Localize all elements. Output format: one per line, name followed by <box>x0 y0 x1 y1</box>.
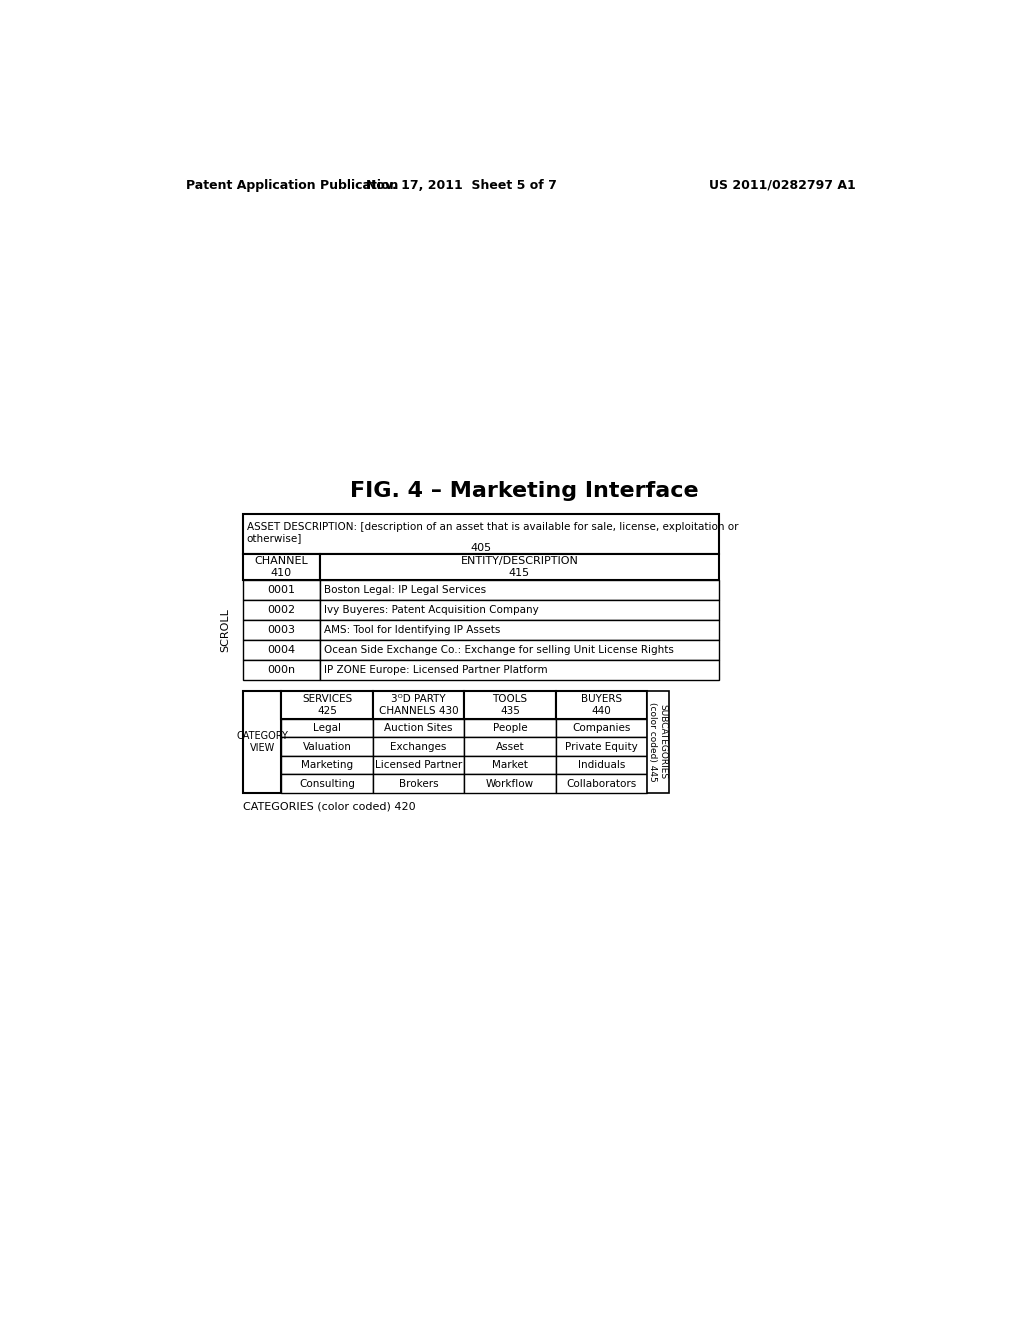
Bar <box>282 692 373 719</box>
Bar <box>243 640 321 660</box>
Text: People: People <box>493 723 527 733</box>
Text: 0001: 0001 <box>267 585 296 595</box>
Bar <box>321 554 719 581</box>
Text: Private Equity: Private Equity <box>565 742 638 751</box>
Text: SUBCATEGORIES
(color coded) 445: SUBCATEGORIES (color coded) 445 <box>648 702 668 781</box>
Bar <box>556 738 647 756</box>
Text: Companies: Companies <box>572 723 631 733</box>
Text: TOOLS
435: TOOLS 435 <box>493 694 527 715</box>
Bar <box>243 692 282 793</box>
Bar <box>282 775 373 793</box>
Bar <box>282 738 373 756</box>
Text: 405: 405 <box>470 543 492 553</box>
Bar <box>243 601 321 620</box>
Text: AMS: Tool for Identifying IP Assets: AMS: Tool for Identifying IP Assets <box>324 626 501 635</box>
Bar <box>373 775 464 793</box>
Bar <box>373 756 464 775</box>
Text: 0004: 0004 <box>267 645 296 656</box>
Bar <box>556 756 647 775</box>
Bar <box>321 660 719 681</box>
Text: Market: Market <box>493 760 528 770</box>
Text: Ivy Buyeres: Patent Acquisition Company: Ivy Buyeres: Patent Acquisition Company <box>324 606 539 615</box>
Text: US 2011/0282797 A1: US 2011/0282797 A1 <box>710 178 856 191</box>
Text: Valuation: Valuation <box>303 742 351 751</box>
Bar <box>282 756 373 775</box>
Text: Collaborators: Collaborators <box>566 779 637 788</box>
Text: Licensed Partner: Licensed Partner <box>375 760 462 770</box>
Bar <box>243 660 321 681</box>
Text: Asset: Asset <box>496 742 524 751</box>
Bar <box>243 554 321 581</box>
Text: CHANNEL
410: CHANNEL 410 <box>255 557 308 578</box>
Bar <box>243 581 321 601</box>
Bar <box>321 601 719 620</box>
Bar <box>243 515 719 554</box>
Text: 0002: 0002 <box>267 606 296 615</box>
Text: 000n: 000n <box>267 665 296 676</box>
Text: Ocean Side Exchange Co.: Exchange for selling Unit License Rights: Ocean Side Exchange Co.: Exchange for se… <box>324 645 674 656</box>
Bar <box>243 620 321 640</box>
Text: Boston Legal: IP Legal Services: Boston Legal: IP Legal Services <box>324 585 486 595</box>
Text: Nov. 17, 2011  Sheet 5 of 7: Nov. 17, 2011 Sheet 5 of 7 <box>366 178 557 191</box>
Text: Exchanges: Exchanges <box>390 742 446 751</box>
Text: CATEGORY
VIEW: CATEGORY VIEW <box>237 731 288 752</box>
Text: Workflow: Workflow <box>486 779 535 788</box>
Text: ASSET DESCRIPTION: [description of an asset that is available for sale, license,: ASSET DESCRIPTION: [description of an as… <box>247 521 738 544</box>
Bar <box>464 719 556 738</box>
Text: Auction Sites: Auction Sites <box>384 723 453 733</box>
Bar <box>556 775 647 793</box>
Text: Brokers: Brokers <box>398 779 438 788</box>
Bar <box>282 719 373 738</box>
Bar <box>321 581 719 601</box>
Bar <box>321 640 719 660</box>
Text: Consulting: Consulting <box>299 779 355 788</box>
Text: Patent Application Publication: Patent Application Publication <box>186 178 398 191</box>
Bar <box>373 719 464 738</box>
Bar <box>464 738 556 756</box>
Bar <box>464 775 556 793</box>
Bar <box>556 692 647 719</box>
Text: Indiduals: Indiduals <box>578 760 626 770</box>
Bar <box>556 719 647 738</box>
Text: SCROLL: SCROLL <box>220 609 230 652</box>
Text: 3ᴼD PARTY
CHANNELS 430: 3ᴼD PARTY CHANNELS 430 <box>379 694 459 715</box>
Bar <box>464 756 556 775</box>
Bar <box>373 692 464 719</box>
Text: BUYERS
440: BUYERS 440 <box>581 694 623 715</box>
Bar <box>647 692 669 793</box>
Text: IP ZONE Europe: Licensed Partner Platform: IP ZONE Europe: Licensed Partner Platfor… <box>324 665 548 676</box>
Text: Legal: Legal <box>313 723 341 733</box>
Text: SERVICES
425: SERVICES 425 <box>302 694 352 715</box>
Text: Marketing: Marketing <box>301 760 353 770</box>
Bar <box>373 738 464 756</box>
Bar <box>321 620 719 640</box>
Text: CATEGORIES (color coded) 420: CATEGORIES (color coded) 420 <box>243 801 416 812</box>
Text: 0003: 0003 <box>267 626 296 635</box>
Bar <box>464 692 556 719</box>
Text: FIG. 4 – Marketing Interface: FIG. 4 – Marketing Interface <box>350 480 699 502</box>
Text: ENTITY/DESCRIPTION
415: ENTITY/DESCRIPTION 415 <box>461 557 579 578</box>
